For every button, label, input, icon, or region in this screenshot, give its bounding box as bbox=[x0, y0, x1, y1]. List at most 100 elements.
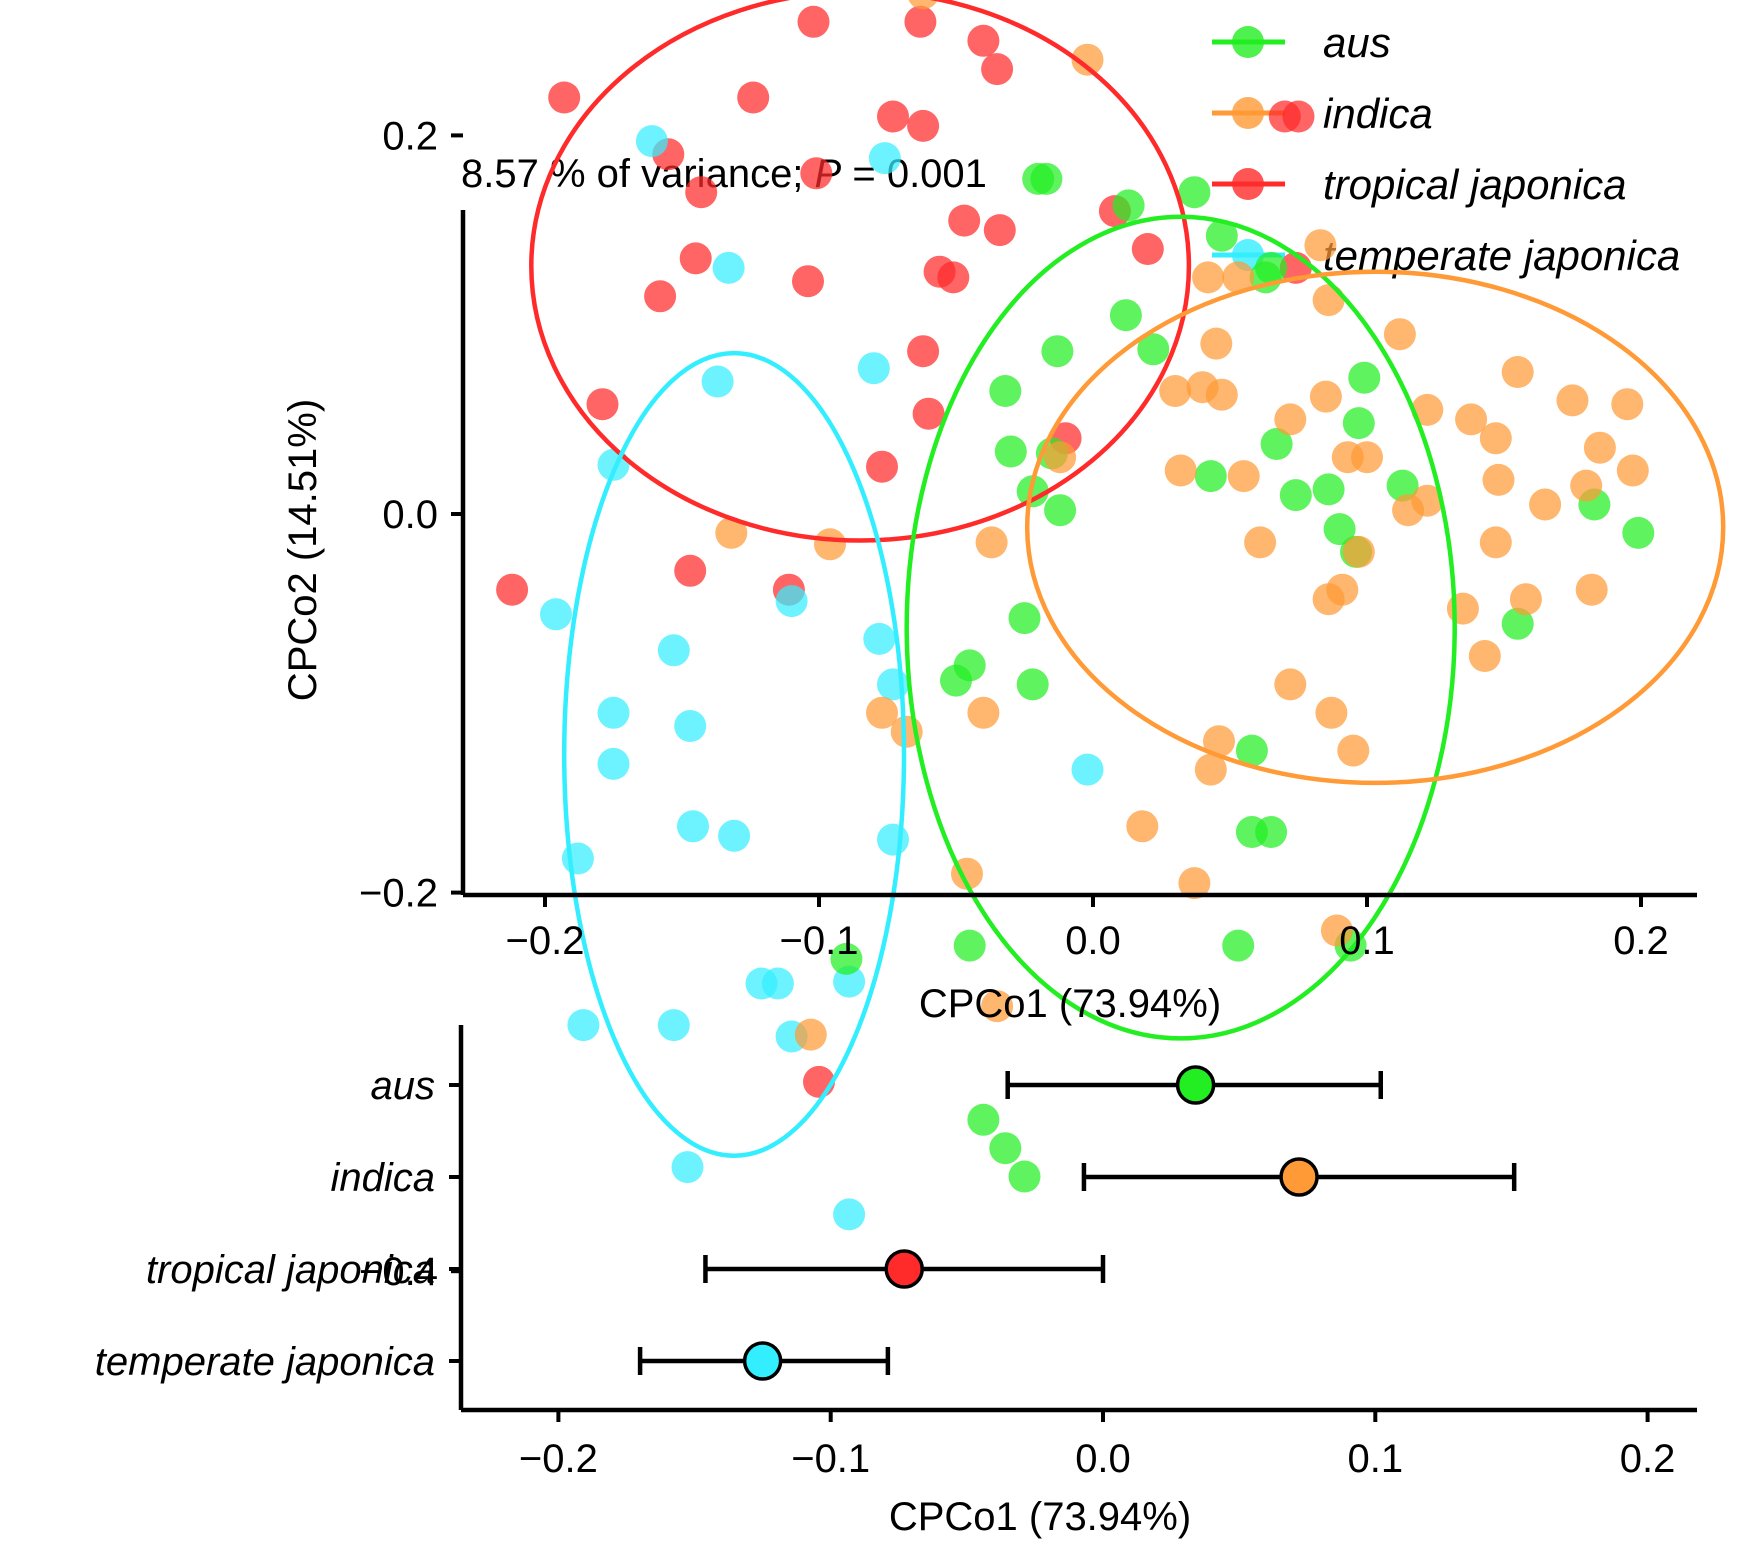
confidence-ellipses-layer bbox=[529, 0, 1726, 1158]
point-temperate-japonica bbox=[877, 823, 909, 856]
legend-entry-aus: aus bbox=[1212, 19, 1391, 66]
point-indica bbox=[1178, 867, 1211, 900]
legend-label: indica bbox=[1323, 90, 1433, 137]
point-aus bbox=[1255, 816, 1288, 848]
point-indica bbox=[1570, 469, 1603, 502]
errorbar-x-tick-label: 0.2 bbox=[1620, 1437, 1676, 1481]
errorbar-x-tick-label: −0.2 bbox=[519, 1437, 598, 1481]
point-indica bbox=[1342, 535, 1375, 568]
point-tropical-japonica bbox=[907, 335, 940, 368]
ellipse-tropical-japonica bbox=[529, 0, 1192, 543]
point-indica bbox=[1194, 753, 1227, 786]
errorbar-temperate-japonica bbox=[637, 1341, 891, 1381]
point-aus bbox=[1030, 162, 1063, 195]
point-tropical-japonica bbox=[912, 397, 945, 430]
point-indica bbox=[1071, 43, 1104, 76]
legend-marker bbox=[1232, 168, 1264, 200]
point-tropical-japonica bbox=[1131, 233, 1164, 265]
point-temperate-japonica bbox=[863, 622, 896, 655]
point-tropical-japonica bbox=[907, 109, 940, 142]
chart-subtitle: 8.57 % of variance; P = 0.001 bbox=[461, 152, 987, 196]
scatter-points-layer bbox=[496, 0, 1655, 1231]
legend-entry-tropical-japonica: tropical japonica bbox=[1212, 161, 1627, 208]
point-indica bbox=[1479, 422, 1512, 455]
point-aus bbox=[989, 375, 1022, 407]
point-indica bbox=[1274, 403, 1307, 436]
point-indica bbox=[1227, 460, 1260, 493]
point-indica bbox=[1274, 668, 1307, 701]
x-tick-label: 0.0 bbox=[1065, 919, 1121, 963]
point-indica bbox=[1583, 431, 1616, 464]
point-indica bbox=[1164, 454, 1197, 487]
point-indica bbox=[1222, 261, 1255, 294]
point-indica bbox=[1556, 384, 1589, 417]
ellipse-indica bbox=[1024, 269, 1726, 786]
point-aus bbox=[1348, 361, 1381, 394]
point-aus bbox=[1112, 189, 1145, 222]
point-temperate-japonica bbox=[761, 967, 794, 1000]
point-temperate-japonica bbox=[567, 1009, 600, 1042]
point-temperate-japonica bbox=[718, 819, 751, 852]
point-aus bbox=[1279, 479, 1312, 512]
y-tick-label: −0.2 bbox=[359, 872, 438, 916]
point-indica bbox=[1482, 463, 1515, 496]
y-tick-label: 0.2 bbox=[382, 114, 438, 158]
point-temperate-japonica bbox=[857, 352, 890, 385]
point-tropical-japonica bbox=[937, 261, 970, 294]
point-temperate-japonica bbox=[677, 810, 709, 843]
ellipse-aus bbox=[904, 214, 1457, 1041]
point-temperate-japonica bbox=[868, 142, 901, 175]
point-aus bbox=[1205, 219, 1238, 252]
point-indica bbox=[1159, 375, 1192, 407]
point-indica bbox=[1309, 380, 1342, 413]
point-indica bbox=[908, 0, 938, 10]
point-tropical-japonica bbox=[674, 554, 707, 587]
point-indica bbox=[1044, 441, 1077, 474]
point-indica bbox=[1203, 725, 1235, 758]
point-indica bbox=[981, 990, 1014, 1023]
point-aus bbox=[1137, 333, 1170, 366]
point-indica bbox=[1529, 488, 1562, 521]
point-indica bbox=[814, 528, 846, 561]
point-indica bbox=[1411, 484, 1444, 517]
point-indica bbox=[1200, 327, 1233, 360]
point-indica bbox=[794, 1018, 827, 1051]
point-aus bbox=[940, 664, 972, 697]
point-indica bbox=[1351, 441, 1383, 474]
point-aus bbox=[1260, 428, 1293, 460]
point-aus bbox=[1109, 299, 1142, 332]
point-indica bbox=[1455, 403, 1488, 436]
point-tropical-japonica bbox=[496, 573, 529, 606]
point-aus bbox=[1622, 516, 1655, 549]
point-aus bbox=[1194, 460, 1227, 493]
point-aus bbox=[1041, 335, 1074, 368]
y-tick-label: 0.0 bbox=[382, 493, 438, 537]
category-label-tropical-japonica: tropical japonica bbox=[146, 1248, 435, 1292]
errorbar-mean-point bbox=[1279, 1157, 1319, 1197]
point-indica bbox=[967, 696, 1000, 729]
point-aus bbox=[1016, 668, 1049, 701]
category-label-indica: indica bbox=[330, 1156, 435, 1200]
x-tick-label: 0.2 bbox=[1613, 919, 1669, 963]
point-indica bbox=[1616, 454, 1649, 487]
point-temperate-japonica bbox=[671, 1151, 704, 1184]
point-temperate-japonica bbox=[674, 710, 707, 742]
point-tropical-japonica bbox=[800, 157, 833, 190]
point-aus bbox=[1501, 607, 1534, 640]
scatter-y-axis-title: CPCo2 (14.51%) bbox=[281, 399, 325, 701]
point-temperate-japonica bbox=[635, 125, 668, 158]
errorbar-x-tick-label: −0.1 bbox=[791, 1437, 870, 1481]
point-indica bbox=[1320, 914, 1353, 947]
point-temperate-japonica bbox=[1071, 753, 1104, 786]
category-label-temperate-japonica: temperate japonica bbox=[95, 1340, 435, 1384]
errorbar-mean-point bbox=[884, 1249, 924, 1289]
point-temperate-japonica bbox=[597, 696, 630, 729]
point-tropical-japonica bbox=[737, 81, 770, 114]
point-tropical-japonica bbox=[548, 81, 581, 114]
errorbar-x-tick-label: 0.0 bbox=[1075, 1437, 1131, 1481]
point-indica bbox=[1192, 261, 1225, 294]
point-indica bbox=[1312, 284, 1345, 317]
point-aus bbox=[1323, 513, 1356, 546]
point-tropical-japonica bbox=[685, 176, 718, 209]
